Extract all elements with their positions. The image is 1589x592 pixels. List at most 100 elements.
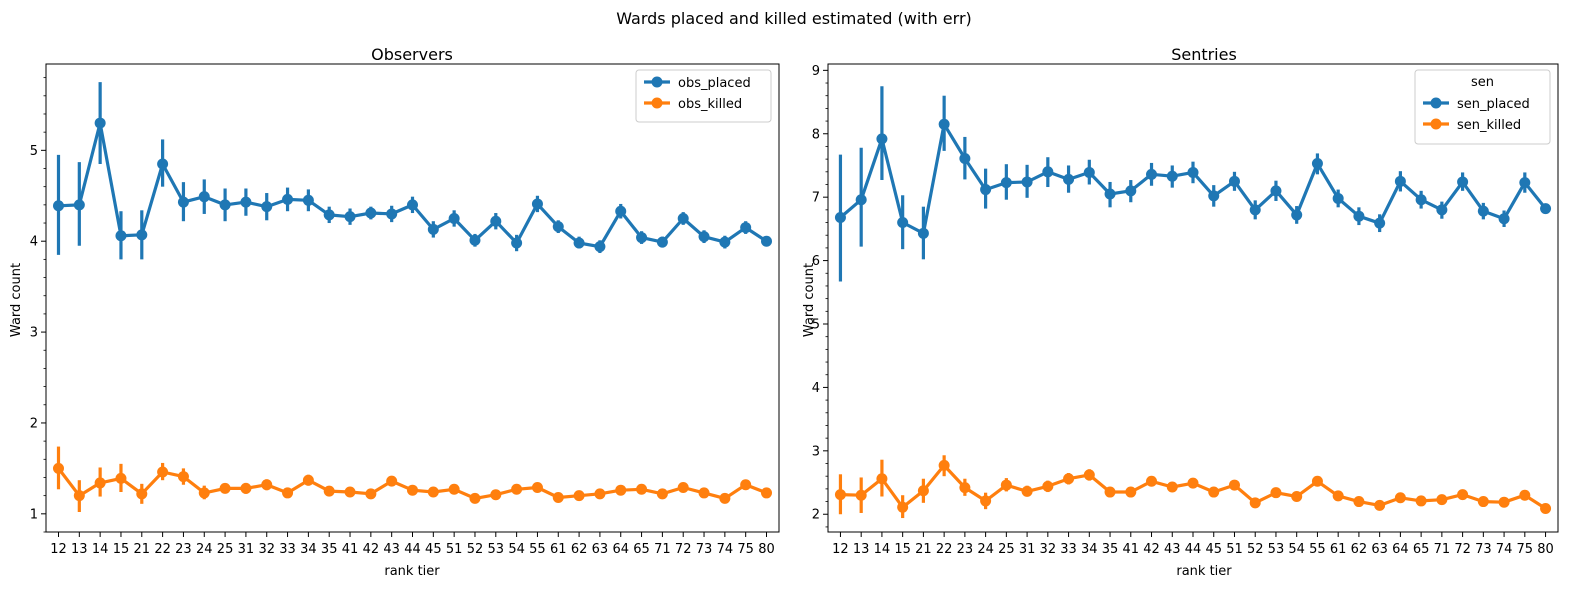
data-point [719,236,731,248]
data-point [1311,475,1323,487]
data-point [302,194,314,206]
x-tick-label: 80 [1537,542,1554,557]
data-point [740,222,752,234]
data-point [1083,469,1095,481]
y-tick-label: 7 [812,191,820,206]
x-tick-label: 22 [936,542,953,557]
x-tick-label: 25 [217,542,234,557]
x-tick-label: 55 [1309,542,1326,557]
data-point [959,152,971,164]
data-point [1146,475,1158,487]
series-obs_placed [52,82,773,260]
x-tick-label: 53 [488,542,505,557]
x-tick-label: 44 [404,542,421,557]
data-point [1291,209,1303,221]
x-tick-label: 24 [196,542,213,557]
data-point [1021,485,1033,497]
data-point [959,482,971,494]
x-tick-label: 12 [832,542,849,557]
data-point [1291,490,1303,502]
data-point [198,191,210,203]
data-point [531,481,543,493]
x-tick-label: 43 [1164,542,1181,557]
y-tick-label: 4 [812,381,820,396]
data-point [761,235,773,247]
chart-title: Sentries [1171,45,1237,64]
data-point [469,492,481,504]
data-point [552,221,564,233]
x-tick-label: 32 [258,542,275,557]
x-tick-label: 22 [154,542,171,557]
x-tick-label: 41 [342,542,359,557]
data-point [552,491,564,503]
data-point [938,118,950,130]
data-point [73,199,85,211]
data-point [1166,481,1178,493]
data-point [136,488,148,500]
data-point [344,211,356,223]
data-point [1540,203,1552,215]
y-tick-label: 4 [30,235,38,250]
data-point [1063,173,1075,185]
x-tick-label: 25 [998,542,1015,557]
y-tick-label: 3 [812,444,820,459]
data-point [1436,204,1448,216]
x-tick-label: 12 [50,542,67,557]
legend-swatch-marker [651,97,663,109]
x-tick-label: 42 [363,542,380,557]
data-point [302,474,314,486]
x-tick-label: 15 [894,542,911,557]
data-point [1104,486,1116,498]
data-point [917,485,929,497]
legend-swatch-marker [1430,118,1442,130]
data-point [1498,496,1510,508]
data-point [1125,486,1137,498]
x-tick-label: 35 [321,542,338,557]
data-point [261,479,273,491]
data-point [656,488,668,500]
x-tick-label: 72 [675,542,692,557]
legend-item: sen_killed [1423,118,1521,133]
y-axis-label: Ward count [802,263,817,337]
data-point [1249,497,1261,509]
data-point [386,475,398,487]
data-point [876,473,888,485]
data-point [1270,487,1282,499]
data-point [636,483,648,495]
data-point [876,133,888,145]
data-point [157,158,169,170]
x-tick-label: 31 [238,542,255,557]
data-point [1332,192,1344,204]
x-tick-label: 14 [92,542,109,557]
data-point [573,237,585,249]
data-point [1477,496,1489,508]
data-point [219,482,231,494]
x-tick-label: 32 [1040,542,1057,557]
data-point [1042,166,1054,178]
data-point [1374,217,1386,229]
series-sen_placed [834,86,1552,282]
x-tick-label: 53 [1268,542,1285,557]
x-tick-label: 31 [1019,542,1036,557]
x-tick-label: 21 [134,542,151,557]
data-point [573,490,585,502]
data-point [834,211,846,223]
data-point [1457,176,1469,188]
x-tick-label: 74 [717,542,734,557]
series-line [58,121,768,249]
y-tick-label: 5 [812,318,820,333]
data-point [897,217,909,229]
data-point [740,479,752,491]
y-tick-label: 6 [812,254,820,269]
data-point [1353,210,1365,222]
data-point [1394,175,1406,187]
x-tick-label: 71 [1434,542,1451,557]
data-point [52,200,64,212]
data-point [1228,479,1240,491]
data-point [365,207,377,219]
data-point [1125,185,1137,197]
legend: sen sen_placed sen_killed [1414,69,1551,145]
data-point [1228,175,1240,187]
